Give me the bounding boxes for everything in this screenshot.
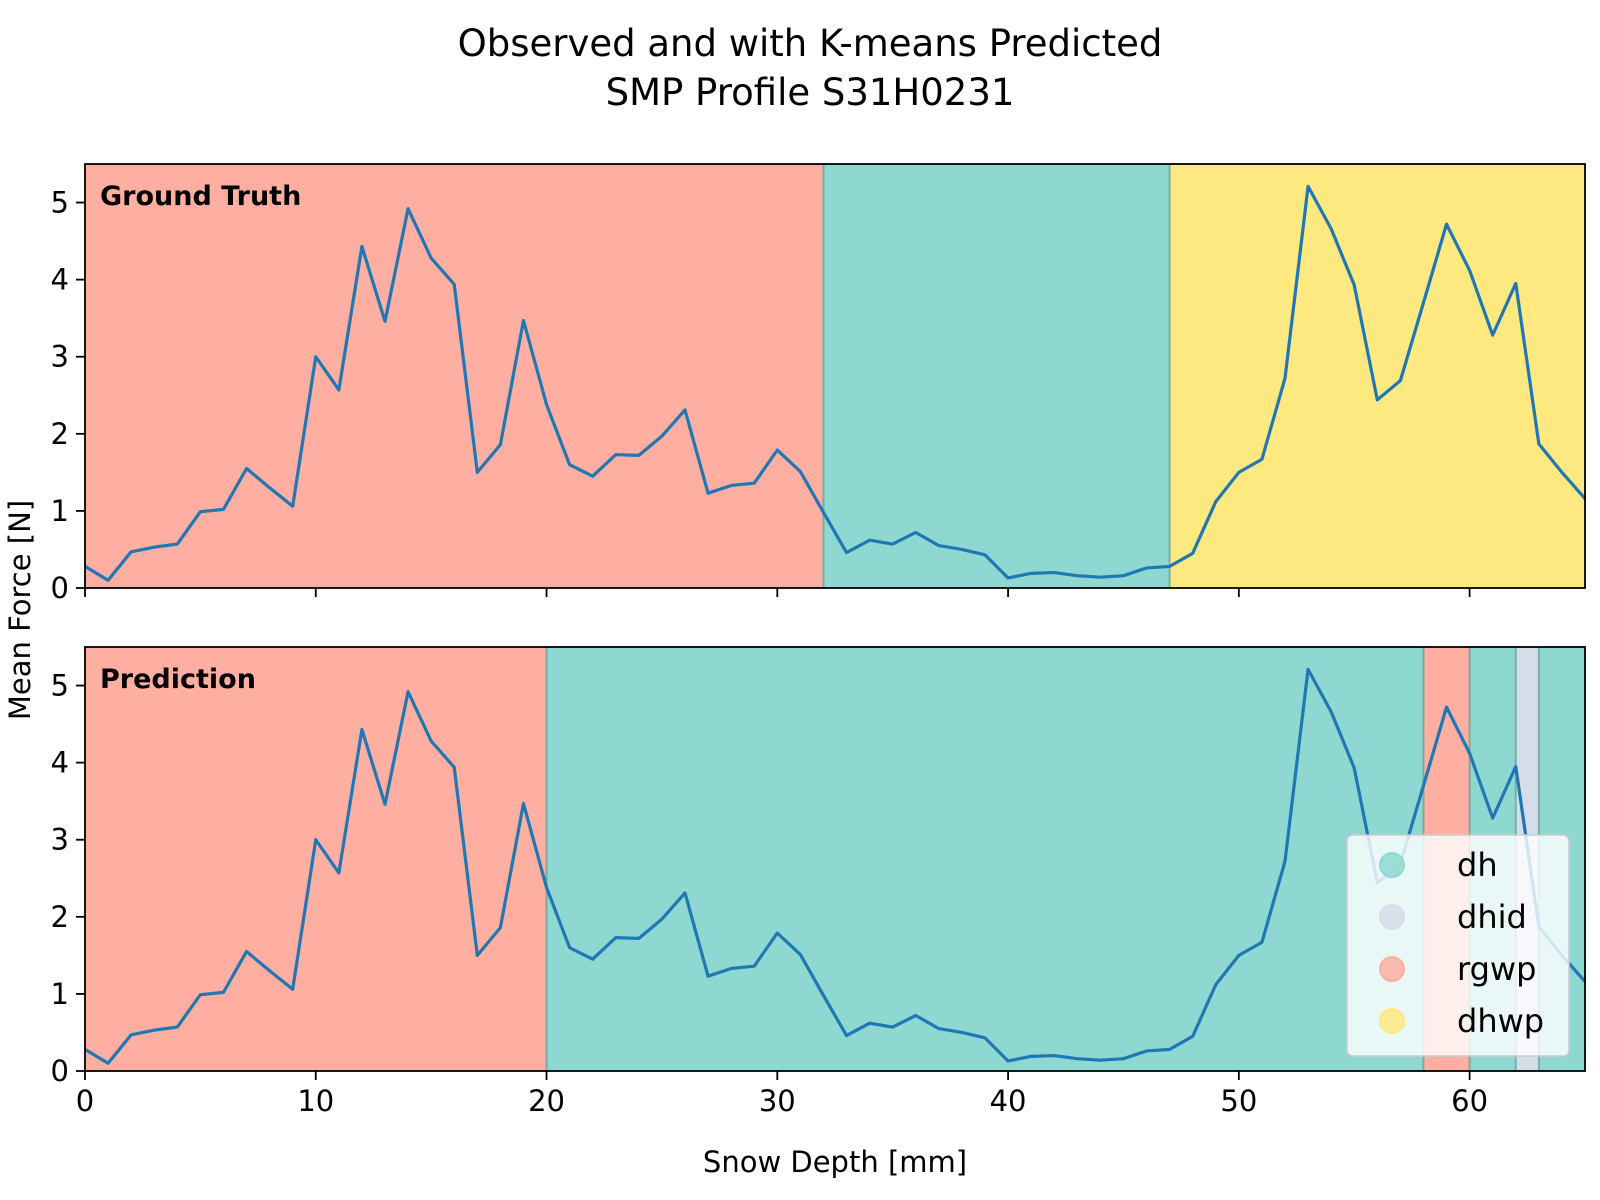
y-tick-label: 4 (51, 263, 69, 297)
x-tick-label: 0 (76, 1084, 94, 1118)
axes-frame (84, 163, 1586, 589)
legend-marker-rgwp (1379, 956, 1405, 982)
legend-label-rgwp: rgwp (1457, 950, 1536, 988)
segment-dh (546, 647, 1424, 1071)
y-tick-label: 0 (51, 1054, 69, 1088)
x-tick-label: 30 (759, 1084, 796, 1118)
axes-frame (84, 646, 1586, 1072)
segment-dhwp (1169, 164, 1585, 588)
y-tick-label: 1 (51, 494, 69, 528)
legend-label-dh: dh (1457, 846, 1498, 884)
panel-ground-truth: 0 1 2 3 4 5 Ground Truth (51, 163, 1587, 605)
panel-label: Ground Truth (100, 181, 301, 212)
segment-rgwp (85, 164, 824, 588)
chart-title-line-1: Observed and with K-means Predicted (458, 22, 1163, 65)
force-profile-line (84, 184, 1587, 582)
chart-legend: dh dhid rgwp dhwp (1346, 834, 1570, 1057)
y-tick-label: 4 (51, 746, 69, 780)
y-tick-label: 2 (51, 900, 69, 934)
y-tick-label: 5 (51, 669, 69, 703)
segment-rgwp (85, 647, 547, 1071)
x-tick-label: 50 (1220, 1084, 1257, 1118)
y-tick-label: 0 (51, 571, 69, 605)
x-tick-label: 60 (1451, 1084, 1488, 1118)
legend-label-dhid: dhid (1457, 898, 1527, 936)
legend-label-dhwp: dhwp (1457, 1002, 1544, 1040)
panel-label: Prediction (100, 664, 256, 695)
x-tick-label: 10 (297, 1084, 334, 1118)
legend-marker-dhwp (1379, 1008, 1405, 1034)
legend-box (1346, 834, 1570, 1057)
y-tick-label: 2 (51, 417, 69, 451)
y-tick-label: 3 (51, 340, 69, 374)
legend-marker-dhid (1379, 904, 1405, 930)
y-tick-label: 3 (51, 823, 69, 857)
force-profile-line (84, 667, 1587, 1065)
y-tick-label: 5 (51, 186, 69, 220)
x-axis-label: Snow Depth [mm] (703, 1145, 967, 1179)
chart-title-line-2: SMP Profile S31H0231 (606, 71, 1015, 114)
x-tick-label: 20 (528, 1084, 565, 1118)
x-tick-label: 40 (990, 1084, 1027, 1118)
y-tick-label: 1 (51, 977, 69, 1011)
legend-marker-dh (1379, 852, 1405, 878)
segment-dh (823, 164, 1170, 588)
y-axis-label: Mean Force [N] (3, 500, 37, 720)
